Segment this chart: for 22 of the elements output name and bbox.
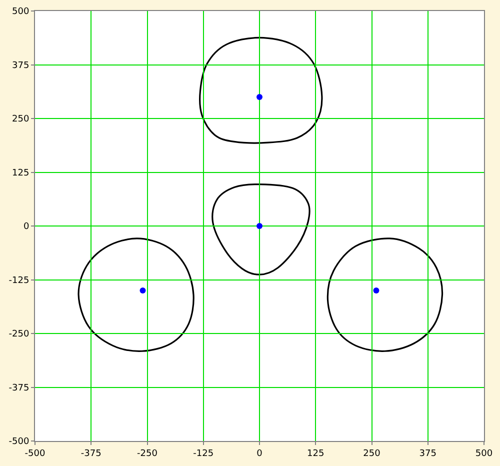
x-tick-label: 125 — [307, 448, 324, 459]
y-tick-label: -375 — [8, 383, 30, 394]
x-tick-label: 500 — [475, 448, 493, 459]
x-tick-label: -500 — [24, 448, 46, 459]
point — [256, 223, 262, 229]
point — [373, 288, 380, 294]
x-tick-label: 0 — [256, 448, 263, 459]
x-tick-label: 375 — [419, 448, 436, 459]
y-tick-label: 250 — [12, 114, 30, 125]
x-tick-label: -250 — [137, 448, 158, 459]
y-tick-label: -125 — [8, 276, 30, 286]
x-tick-label: -375 — [80, 448, 102, 459]
x-tick-label: -125 — [193, 448, 214, 459]
point — [256, 94, 262, 100]
y-tick-label: 500 — [12, 7, 30, 18]
y-tick-label: 125 — [12, 168, 30, 178]
x-tick-label: 250 — [363, 448, 381, 459]
y-tick-label: -500 — [8, 437, 30, 448]
y-tick-label: 375 — [12, 60, 30, 71]
y-tick-label: 0 — [23, 222, 30, 232]
y-tick-label: -250 — [8, 330, 30, 340]
point — [140, 288, 146, 294]
